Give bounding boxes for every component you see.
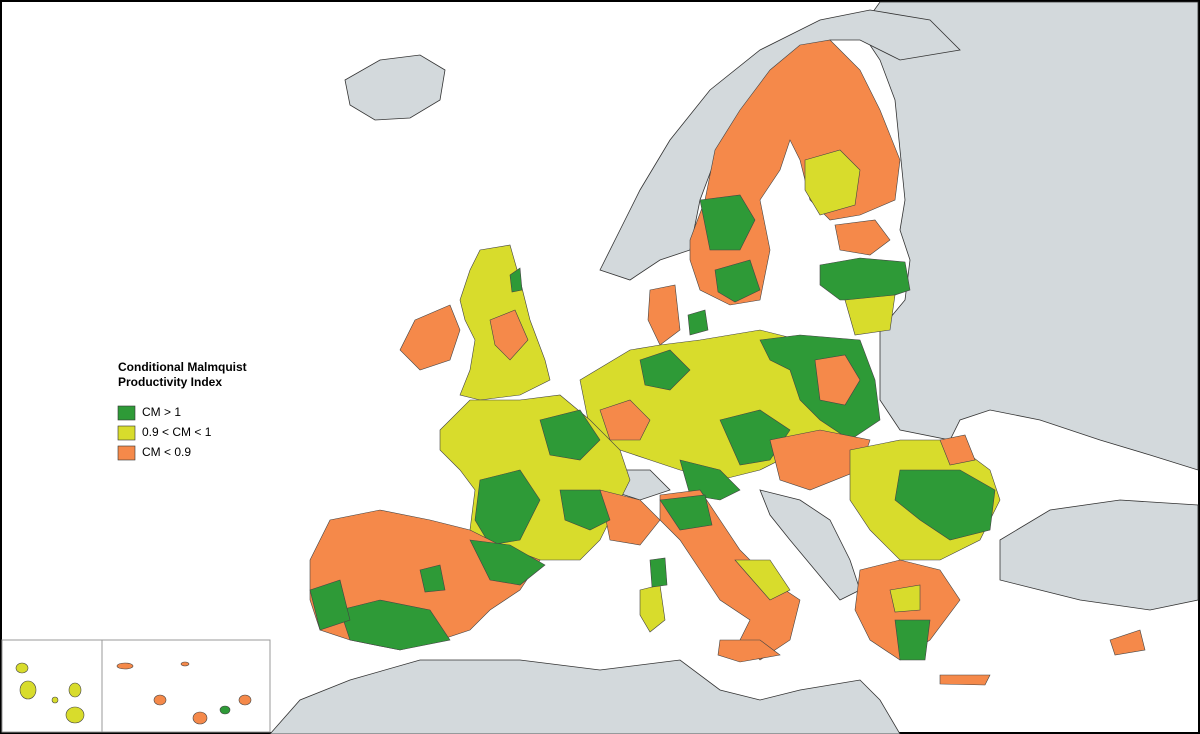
legend-swatch [117, 445, 136, 461]
legend-swatch [117, 425, 136, 441]
legend-label: CM > 1 [142, 405, 181, 419]
legend-title: Conditional Malmquist [118, 360, 247, 374]
legend: Conditional Malmquist Productivity Index… [117, 360, 247, 461]
legend-swatch [117, 405, 136, 421]
legend-title: Productivity Index [118, 375, 222, 389]
legend-label: 0.9 < CM < 1 [142, 425, 212, 439]
non-eu-land [269, 1, 1199, 734]
legend-label: CM < 0.9 [142, 445, 191, 459]
insets [1, 639, 271, 733]
eu-regions [309, 39, 1146, 686]
